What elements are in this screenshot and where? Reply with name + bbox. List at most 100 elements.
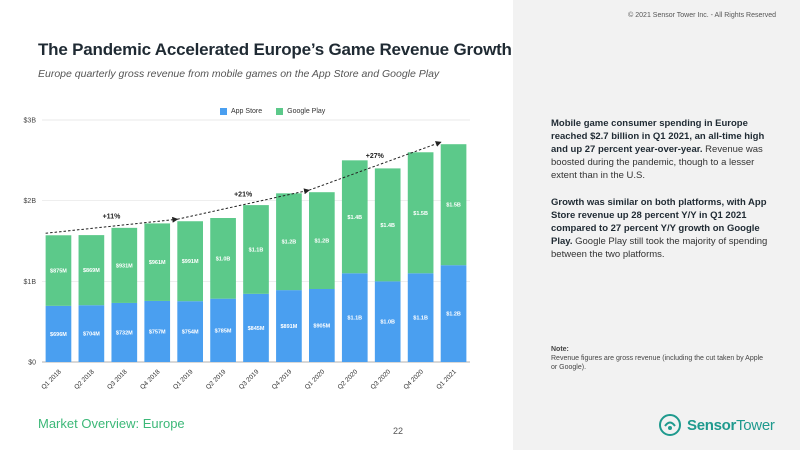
data-label: $754M xyxy=(182,330,199,336)
bar-app-store xyxy=(210,298,236,362)
data-label: $991M xyxy=(182,259,199,265)
data-label: $875M xyxy=(50,269,67,275)
bar-app-store xyxy=(111,302,138,362)
x-tick-label: Q4 2018 xyxy=(139,368,162,391)
data-label: $696M xyxy=(50,332,67,338)
y-tick-label: $2B xyxy=(24,198,37,205)
bar-google-play xyxy=(144,223,171,301)
bar-google-play xyxy=(243,205,269,294)
x-tick-label: Q1 2021 xyxy=(435,368,458,391)
x-tick-label: Q4 2020 xyxy=(402,368,425,391)
section-label: Market Overview: Europe xyxy=(38,416,185,431)
x-tick-label: Q2 2020 xyxy=(337,368,360,391)
x-tick-label: Q3 2020 xyxy=(370,368,393,391)
bar-google-play xyxy=(309,192,335,289)
legend-label: Google Play xyxy=(287,108,326,115)
logo-text-rest: Tower xyxy=(736,416,775,434)
x-tick-label: Q2 2019 xyxy=(205,368,228,391)
data-label: $845M xyxy=(248,326,265,332)
revenue-chart: $0 $1B $2B $3B $696M $875M Q1 2018 $704M $869M Q2… xyxy=(24,118,470,391)
data-label: $1.0B xyxy=(380,320,395,326)
bar-google-play xyxy=(276,193,302,291)
bar-app-store xyxy=(374,281,401,362)
logo-text: SensorTower xyxy=(687,417,775,434)
bar-app-store xyxy=(341,273,368,362)
data-label: $1.5B xyxy=(446,203,461,209)
bar-google-play xyxy=(407,152,434,274)
google-play-swatch xyxy=(276,108,284,115)
bar-google-play xyxy=(341,160,368,274)
page-number: 22 xyxy=(393,426,404,436)
legend-app-store: App Store xyxy=(220,108,262,115)
bar-app-store xyxy=(177,301,203,362)
y-tick-label: $1B xyxy=(24,279,37,286)
growth-label: +11% xyxy=(103,213,121,220)
note-title: Note: xyxy=(551,346,569,353)
x-tick-label: Q2 2018 xyxy=(73,368,96,391)
legend-label: App Store xyxy=(231,108,263,115)
right-panel xyxy=(513,0,800,450)
bar-app-store xyxy=(144,300,171,362)
data-label: $905M xyxy=(313,323,330,329)
x-tick-label: Q1 2019 xyxy=(172,368,195,391)
callout-2: Growth was similar on both platforms, wi… xyxy=(551,196,771,261)
x-tick-label: Q1 2018 xyxy=(40,368,63,391)
callout-2-bold: Growth was similar on both platforms, wi… xyxy=(551,197,767,247)
data-label: $1.4B xyxy=(380,223,395,229)
bar-app-store xyxy=(243,293,269,362)
data-label: $704M xyxy=(83,332,100,338)
data-label: $1.5B xyxy=(413,211,428,217)
callout-1-text: Revenue was boosted during the pandemic,… xyxy=(551,144,763,181)
data-label: $1.2B xyxy=(282,240,297,246)
data-label: $732M xyxy=(116,330,133,336)
bar-app-store xyxy=(407,273,434,362)
data-label: $891M xyxy=(281,324,298,330)
callout-1: Mobile game consumer spending in Europe … xyxy=(551,117,771,182)
bar-app-store xyxy=(276,290,302,362)
y-tick-label: $0 xyxy=(28,360,36,367)
bar-app-store xyxy=(78,305,105,362)
copyright: © 2021 Sensor Tower Inc. - All Rights Re… xyxy=(628,12,776,19)
bar-app-store xyxy=(440,265,467,362)
x-tick-label: Q3 2018 xyxy=(106,368,129,391)
data-label: $1.2B xyxy=(315,239,330,245)
sensor-tower-logo: SensorTower xyxy=(659,414,775,436)
bar-google-play xyxy=(78,235,105,306)
growth-label: +27% xyxy=(366,153,385,160)
x-tick-label: Q3 2019 xyxy=(238,368,261,391)
bar-google-play xyxy=(45,235,72,306)
page-title: The Pandemic Accelerated Europe’s Game R… xyxy=(38,40,512,59)
data-label: $869M xyxy=(83,268,100,274)
bar-google-play xyxy=(177,221,203,302)
data-label: $1.2B xyxy=(446,312,461,318)
logo-text-bold: Sensor xyxy=(687,416,737,434)
data-label: $757M xyxy=(149,329,166,335)
bar-app-store xyxy=(45,305,72,362)
x-tick-label: Q1 2020 xyxy=(304,368,327,391)
callout-2-text: Google Play still took the majority of s… xyxy=(551,236,768,260)
note: Note: Revenue figures are gross revenue … xyxy=(551,345,771,372)
chart-legend: App Store Google Play xyxy=(220,108,325,115)
legend-google-play: Google Play xyxy=(276,108,325,115)
data-label: $1.1B xyxy=(249,247,264,253)
bar-app-store xyxy=(309,288,335,362)
growth-arrow xyxy=(45,216,179,234)
bar-google-play xyxy=(210,218,236,299)
bar-google-play xyxy=(440,144,467,266)
bar-google-play xyxy=(374,168,401,282)
data-label: $1.1B xyxy=(413,316,428,322)
data-label: $1.0B xyxy=(216,256,231,262)
data-label: $931M xyxy=(116,263,133,269)
callout-1-bold: Mobile game consumer spending in Europe … xyxy=(551,118,765,155)
sensor-tower-logo-icon xyxy=(659,414,681,436)
data-label: $1.4B xyxy=(347,215,362,221)
page-subtitle: Europe quarterly gross revenue from mobi… xyxy=(38,68,440,80)
app-store-swatch xyxy=(220,108,227,115)
growth-label: +21% xyxy=(234,192,253,199)
bar-google-play xyxy=(111,227,138,303)
data-label: $1.1B xyxy=(347,316,362,322)
growth-arrow xyxy=(308,141,442,191)
note-text: Revenue figures are gross revenue (inclu… xyxy=(551,355,764,371)
data-label: $785M xyxy=(215,328,232,334)
data-label: $961M xyxy=(149,260,166,266)
